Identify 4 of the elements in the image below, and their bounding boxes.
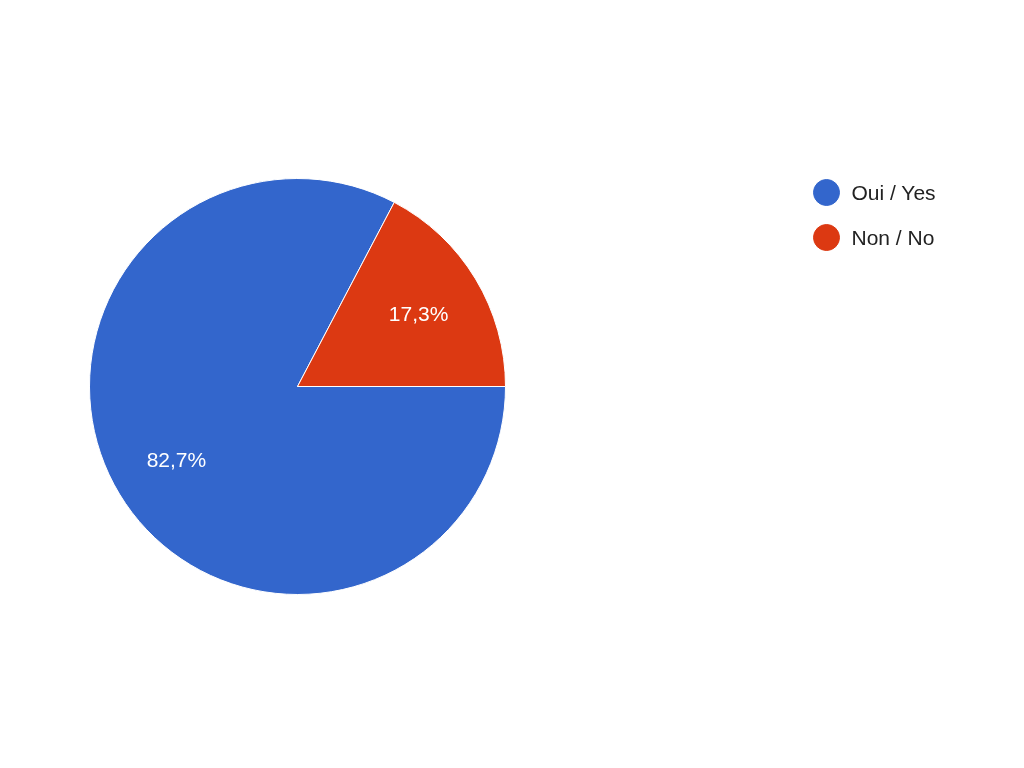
data-label: 82,7% [146, 448, 207, 472]
data-label: 17,3% [388, 301, 449, 325]
legend-label: Non / No [851, 226, 935, 249]
legend-label: Oui / Yes [851, 181, 936, 204]
